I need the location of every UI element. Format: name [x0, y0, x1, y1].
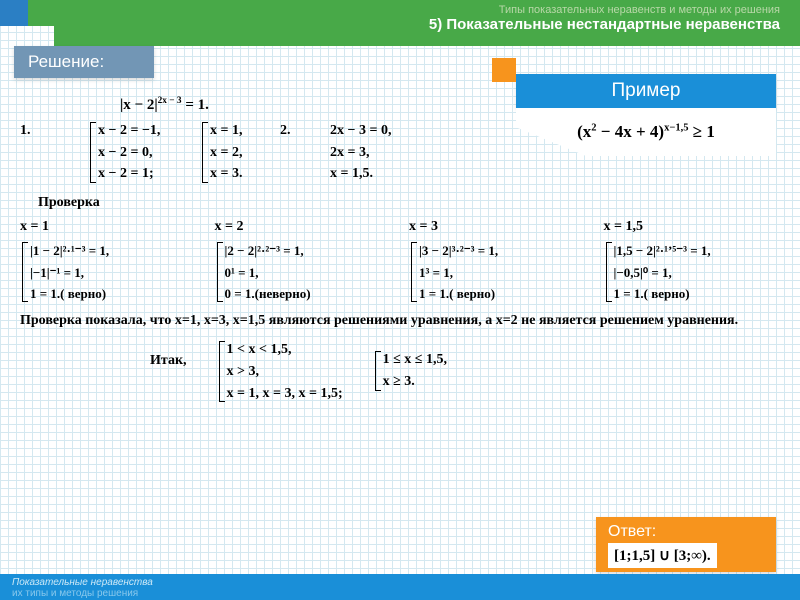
check-line: |1 − 2|²·¹⁻³ = 1,: [30, 240, 197, 261]
conclusion: Проверка показала, что x=1, x=3, x=1,5 я…: [20, 312, 780, 331]
final-row: Итак, 1 < x < 1,5, x > 3, x = 1, x = 3, …: [150, 339, 780, 404]
eq-line: 2x − 3 = 0,: [330, 120, 391, 142]
eq-line: x = 3.: [210, 163, 260, 185]
check-line: 1 = 1.( верно): [614, 283, 781, 304]
check-line: 0¹ = 1,: [225, 262, 392, 283]
answer-label: Ответ:: [608, 523, 764, 541]
check-header: x = 3: [409, 215, 586, 238]
eq-line: x − 2 = 0,: [98, 142, 180, 164]
check-line: |1,5 − 2|²·¹ʼ⁵⁻³ = 1,: [614, 240, 781, 261]
decor-square-green: [28, 0, 54, 26]
check-col: x = 1,5 |1,5 − 2|²·¹ʼ⁵⁻³ = 1, |−0,5|⁰ = …: [604, 215, 781, 304]
footer: Показательные неравенства их типы и мето…: [0, 574, 800, 600]
header: Типы показательных неравенств и методы и…: [54, 0, 800, 46]
check-col: x = 2 |2 − 2|²·²⁻³ = 1, 0¹ = 1, 0 = 1.(н…: [215, 215, 392, 304]
eq-line: x = 1,: [210, 120, 260, 142]
eq-line: 1 < x < 1,5,: [227, 339, 343, 361]
check-col: x = 3 |3 − 2|³·²⁻³ = 1, 1³ = 1, 1 = 1.( …: [409, 215, 586, 304]
check-line: |−1|⁻¹ = 1,: [30, 262, 197, 283]
check-title: Проверка: [38, 195, 780, 211]
footer-line1: Показательные неравенства: [12, 577, 788, 588]
eq-line: 2x = 3,: [330, 142, 391, 164]
check-line: |2 − 2|²·²⁻³ = 1,: [225, 240, 392, 261]
check-row: x = 1 |1 − 2|²·¹⁻³ = 1, |−1|⁻¹ = 1, 1 = …: [20, 215, 780, 304]
check-line: |3 − 2|³·²⁻³ = 1,: [419, 240, 586, 261]
final-label: Итак,: [150, 339, 187, 369]
case2: 2x − 3 = 0, 2x = 3, x = 1,5.: [330, 120, 391, 185]
final-right: 1 ≤ x ≤ 1,5, x ≥ 3.: [373, 349, 447, 392]
case1-left: x − 2 = −1, x − 2 = 0, x − 2 = 1;: [88, 120, 180, 185]
check-line: |−0,5|⁰ = 1,: [614, 262, 781, 283]
final-left: 1 < x < 1,5, x > 3, x = 1, x = 3, x = 1,…: [217, 339, 343, 404]
main-equation: |x − 2|2x − 3 = 1.: [120, 96, 780, 114]
check-line: 1³ = 1,: [419, 262, 586, 283]
eq-line: x = 1,5.: [330, 163, 391, 185]
decor-square-orange: [492, 58, 516, 82]
eq-line: x > 3,: [227, 361, 343, 383]
eq-line: x − 2 = 1;: [98, 163, 180, 185]
check-header: x = 1: [20, 215, 197, 238]
check-header: x = 1,5: [604, 215, 781, 238]
check-header: x = 2: [215, 215, 392, 238]
eq-line: x = 2,: [210, 142, 260, 164]
check-line: 1 = 1.( верно): [30, 283, 197, 304]
footer-line2: их типы и методы решения: [12, 588, 788, 599]
eq-line: 1 ≤ x ≤ 1,5,: [383, 349, 447, 371]
check-line: 1 = 1.( верно): [419, 283, 586, 304]
solution-tab: Решение:: [14, 46, 154, 78]
header-title: 5) Показательные нестандартные неравенст…: [54, 16, 780, 33]
check-line: 0 = 1.(неверно): [225, 283, 392, 304]
header-subtitle: Типы показательных неравенств и методы и…: [54, 4, 780, 16]
case2-label: 2.: [280, 120, 310, 185]
decor-square-blue: [0, 0, 28, 26]
eq-line: x − 2 = −1,: [98, 120, 180, 142]
answer-value: [1;1,5] ∪ [3;∞).: [608, 543, 717, 568]
case1-right: x = 1, x = 2, x = 3.: [200, 120, 260, 185]
eq-line: x = 1, x = 3, x = 1,5;: [227, 383, 343, 405]
case1-label: 1.: [20, 120, 68, 185]
eq-line: x ≥ 3.: [383, 371, 447, 393]
check-col: x = 1 |1 − 2|²·¹⁻³ = 1, |−1|⁻¹ = 1, 1 = …: [20, 215, 197, 304]
answer-box: Ответ: [1;1,5] ∪ [3;∞).: [596, 517, 776, 572]
content: |x − 2|2x − 3 = 1. 1. x − 2 = −1, x − 2 …: [20, 96, 780, 404]
